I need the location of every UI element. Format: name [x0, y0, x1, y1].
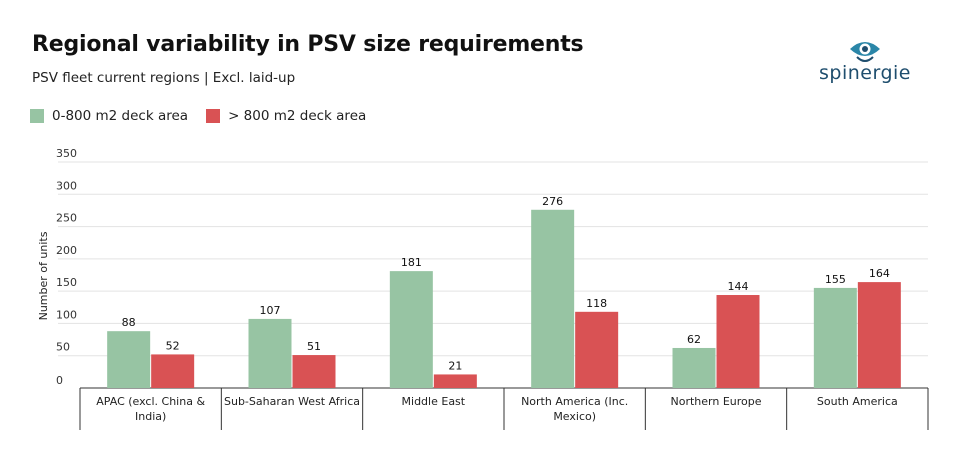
y-tick-label: 250: [56, 212, 77, 225]
y-tick-label: 300: [56, 179, 77, 192]
x-tick-label: APAC (excl. China &: [96, 395, 205, 408]
legend-item-small-deck: 0-800 m2 deck area: [30, 108, 188, 124]
brand-name: spinergie: [819, 62, 911, 84]
chart-title: Regional variability in PSV size require…: [32, 32, 584, 57]
y-tick-label: 50: [56, 341, 70, 354]
x-tick-label: South America: [817, 395, 898, 408]
data-label: 118: [586, 297, 607, 310]
bar-small-deck: [672, 347, 716, 388]
data-label: 107: [260, 304, 281, 317]
bar-small-deck: [813, 287, 857, 388]
bar-large-deck: [292, 355, 336, 388]
legend-swatch-large-deck: [206, 109, 221, 123]
data-label: 144: [728, 280, 749, 293]
legend-label-small-deck: 0-800 m2 deck area: [52, 108, 189, 124]
y-axis-label: Number of units: [37, 231, 50, 320]
data-label: 88: [122, 316, 136, 329]
bar-large-deck: [575, 311, 619, 388]
y-tick-label: 150: [56, 276, 77, 289]
x-tick-label: North America (Inc.: [521, 395, 628, 408]
x-tick-label: India): [135, 410, 166, 423]
bar-large-deck: [433, 374, 477, 388]
data-label: 181: [401, 256, 422, 269]
x-tick-label: Middle East: [402, 395, 466, 408]
spinergie-eye-icon: [850, 42, 880, 62]
legend-swatch-small-deck: [30, 109, 44, 123]
x-tick-label: Northern Europe: [670, 395, 761, 408]
spinergie-logo: spinergie: [810, 36, 920, 86]
y-tick-label: 0: [56, 374, 63, 387]
data-label: 52: [166, 339, 180, 352]
legend-label-large-deck: > 800 m2 deck area: [228, 108, 367, 124]
bar-small-deck: [531, 209, 575, 388]
y-tick-label: 350: [56, 147, 77, 160]
chart-subtitle: PSV fleet current regions | Excl. laid-u…: [32, 70, 296, 86]
x-tick-label: Mexico): [553, 410, 596, 423]
bar-large-deck: [716, 295, 760, 388]
bar-small-deck: [248, 318, 292, 388]
bar-large-deck: [151, 354, 195, 388]
data-label: 164: [869, 267, 890, 280]
y-tick-label: 200: [56, 244, 77, 257]
data-label: 21: [448, 359, 462, 372]
data-label: 276: [542, 195, 563, 208]
bar-small-deck: [107, 331, 151, 388]
legend: 0-800 m2 deck area > 800 m2 deck area: [30, 108, 366, 124]
data-label: 155: [825, 273, 846, 286]
data-label: 51: [307, 340, 321, 353]
bar-small-deck: [389, 271, 433, 388]
x-tick-label: Sub-Saharan West Africa: [224, 395, 360, 408]
bar-large-deck: [857, 282, 901, 388]
data-label: 62: [687, 333, 701, 346]
y-tick-label: 100: [56, 308, 77, 321]
legend-item-large-deck: > 800 m2 deck area: [206, 108, 366, 124]
